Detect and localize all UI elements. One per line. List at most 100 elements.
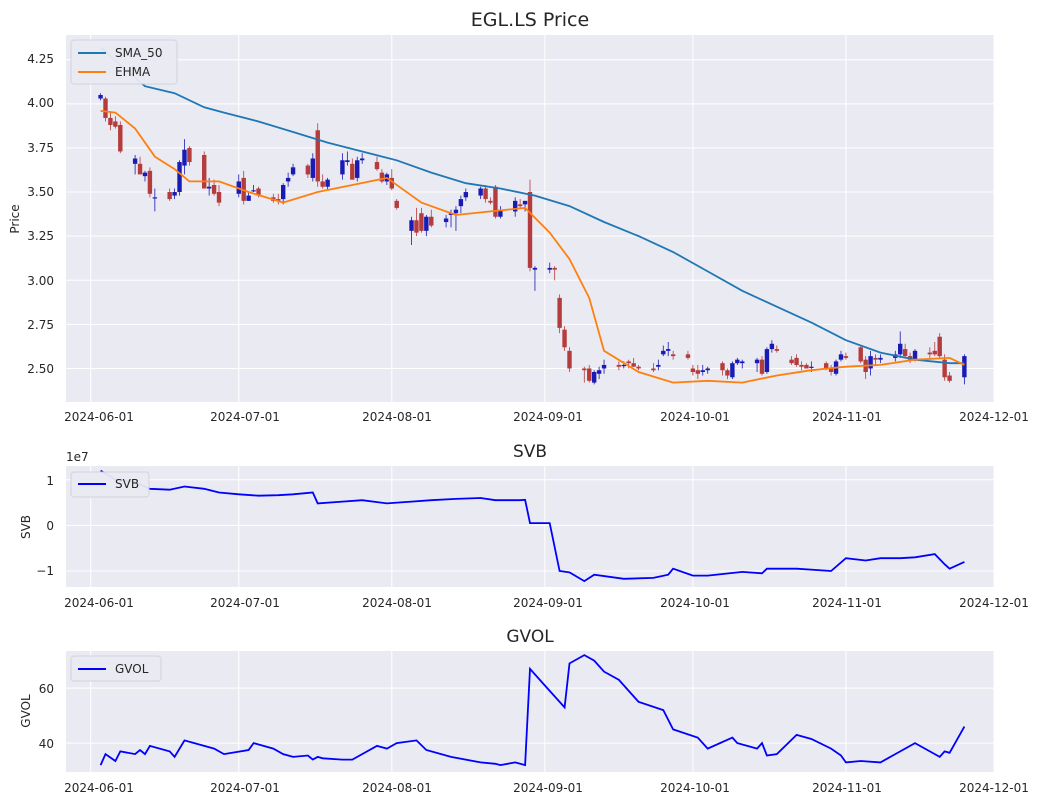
candle-body bbox=[685, 354, 691, 358]
price-candle bbox=[947, 372, 952, 383]
price-candle bbox=[488, 197, 493, 205]
price-x-tick-label: 2024-10-01 bbox=[660, 410, 730, 424]
candle-body bbox=[527, 192, 533, 268]
price-y-tick-label: 3.25 bbox=[27, 229, 54, 243]
candle-body bbox=[355, 160, 360, 178]
price-candle bbox=[754, 357, 760, 373]
candle-body bbox=[285, 177, 291, 182]
price-candle bbox=[147, 167, 153, 198]
candle-body bbox=[409, 220, 414, 231]
price-x-tick-label: 2024-07-01 bbox=[210, 410, 280, 424]
price-candle bbox=[898, 331, 903, 358]
svb-y-tick-label: 0 bbox=[46, 519, 54, 533]
candle-body bbox=[187, 147, 192, 163]
candle-body bbox=[873, 357, 878, 360]
price-candle bbox=[626, 359, 631, 369]
candle-body bbox=[172, 192, 177, 196]
candle-body bbox=[216, 192, 222, 203]
candle-body bbox=[167, 192, 172, 200]
candle-body bbox=[932, 350, 937, 355]
candle-body bbox=[666, 349, 671, 351]
candle-body bbox=[562, 329, 567, 348]
price-candle bbox=[582, 366, 587, 383]
candle-body bbox=[211, 184, 217, 194]
candle-body bbox=[251, 190, 256, 192]
svb-plot-area bbox=[66, 466, 994, 587]
candle-body bbox=[108, 117, 113, 125]
candle-body bbox=[587, 368, 592, 381]
candle-body bbox=[182, 149, 187, 166]
price-candle bbox=[666, 342, 671, 357]
candle-body bbox=[567, 350, 572, 369]
svb-x-tick-label: 2024-10-01 bbox=[660, 596, 730, 610]
price-candle bbox=[932, 342, 937, 357]
price-chart-title: EGL.LS Price bbox=[471, 9, 589, 31]
candle-body bbox=[315, 130, 320, 182]
gvol-y-tick-label: 40 bbox=[39, 737, 54, 751]
price-candle bbox=[419, 207, 424, 233]
price-candle bbox=[177, 160, 182, 196]
price-candle bbox=[290, 163, 296, 177]
svb-line bbox=[100, 469, 965, 583]
price-candles bbox=[98, 93, 967, 385]
candle-body bbox=[769, 343, 775, 350]
price-candle bbox=[843, 352, 849, 360]
price-candle bbox=[873, 354, 878, 365]
price-y-axis-label: Price bbox=[8, 204, 22, 233]
svb-legend-box bbox=[70, 471, 150, 498]
candle-body bbox=[137, 163, 143, 175]
price-chart: EGL.LS Price 2.50 2.75 3.00 3.25 3.50 3.… bbox=[8, 9, 1029, 424]
price-candle bbox=[310, 153, 316, 182]
candle-body bbox=[754, 359, 760, 364]
candle-body bbox=[374, 162, 380, 170]
candle-body bbox=[498, 209, 503, 217]
price-candle bbox=[478, 186, 483, 200]
price-candle bbox=[557, 294, 562, 334]
price-candle bbox=[656, 359, 661, 371]
candle-body bbox=[902, 349, 908, 357]
svb-y-tick-label: −1 bbox=[36, 564, 54, 578]
price-candle bbox=[601, 359, 607, 374]
gvol-y-tick-label: 60 bbox=[39, 682, 54, 696]
price-candle bbox=[498, 206, 503, 219]
price-candle bbox=[251, 184, 256, 193]
price-candle bbox=[355, 156, 360, 182]
candle-body bbox=[350, 163, 355, 180]
svb-y-gridlines bbox=[66, 479, 994, 572]
candle-body bbox=[340, 160, 345, 175]
price-candle bbox=[512, 197, 518, 217]
gvol-x-tick-label: 2024-08-01 bbox=[362, 781, 432, 795]
candle-body bbox=[858, 347, 863, 362]
candle-body bbox=[310, 158, 316, 178]
price-candle bbox=[517, 199, 523, 208]
price-candle bbox=[118, 121, 123, 154]
price-candle bbox=[587, 364, 592, 383]
price-candle bbox=[636, 364, 641, 371]
candle-body bbox=[947, 375, 952, 381]
candle-body bbox=[118, 124, 123, 152]
price-candle bbox=[878, 354, 883, 364]
candle-body bbox=[483, 188, 488, 200]
price-x-tick-label: 2024-12-01 bbox=[959, 410, 1029, 424]
price-candle bbox=[167, 188, 172, 201]
candle-body bbox=[359, 158, 365, 161]
svb-x-tick-label: 2024-08-01 bbox=[362, 596, 432, 610]
candle-body bbox=[103, 98, 108, 118]
candle-body bbox=[705, 368, 710, 371]
svb-x-tick-label: 2024-12-01 bbox=[959, 596, 1029, 610]
price-candle bbox=[695, 364, 701, 380]
svb-x-tick-label: 2024-06-01 bbox=[64, 596, 134, 610]
price-candle bbox=[868, 350, 873, 376]
candle-body bbox=[345, 160, 350, 163]
candle-body bbox=[453, 209, 459, 214]
candle-body bbox=[828, 368, 834, 373]
price-x-tick-label: 2024-06-01 bbox=[64, 410, 134, 424]
candle-body bbox=[912, 350, 918, 360]
price-candle bbox=[340, 153, 345, 180]
candle-body bbox=[325, 179, 330, 187]
price-y-tick-label: 2.75 bbox=[27, 318, 54, 332]
price-candle bbox=[705, 366, 710, 374]
candle-body bbox=[478, 188, 483, 196]
gvol-x-tick-label: 2024-07-01 bbox=[210, 781, 280, 795]
